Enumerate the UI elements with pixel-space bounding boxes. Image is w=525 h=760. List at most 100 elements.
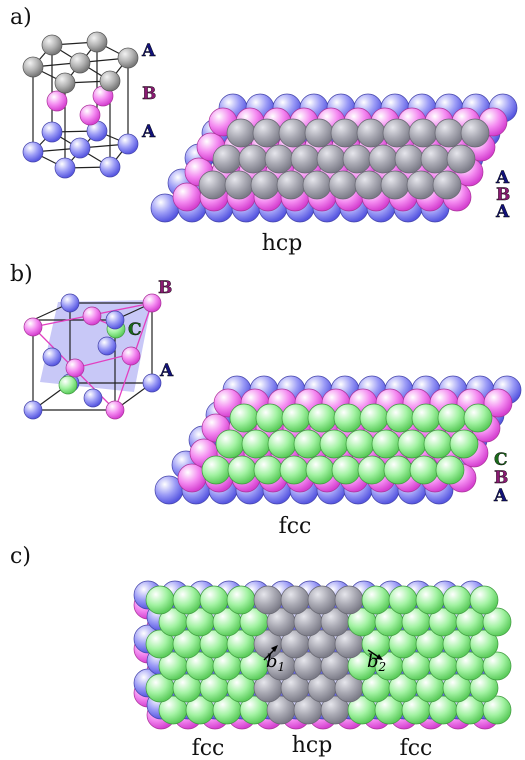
fcc-cell-atom-b: [82, 306, 102, 326]
hcp-cell-atom-a: [69, 52, 91, 74]
hcp-cell-layer-bottom: A: [141, 122, 156, 142]
slab-atom: [356, 118, 386, 148]
slab-atom: [241, 429, 271, 459]
slab-atom: [408, 118, 438, 148]
fcc-cell-atom-a: [105, 310, 125, 330]
slab-atom: [415, 585, 445, 615]
slab-atom: [469, 585, 499, 615]
slab-atom: [380, 170, 410, 200]
slab-atom: [252, 118, 282, 148]
hcp-cell-atom-b: [79, 104, 101, 126]
fcc-cell-layer-a: A: [159, 361, 174, 381]
slab-atom: [226, 585, 256, 615]
panel-b: b) B C A C B A fcc: [10, 262, 522, 539]
slab-atom: [253, 455, 283, 485]
fcc-cell-atom-a: [23, 400, 43, 420]
hcp-cell-atom-a: [117, 47, 139, 69]
slab-atom: [212, 144, 242, 174]
slab-atom: [330, 118, 360, 148]
slab-atom: [255, 403, 285, 433]
slab-atom: [215, 429, 245, 459]
hcp-cell-atom-a: [41, 121, 63, 143]
hcp-caption: hcp: [262, 231, 303, 256]
slab-atom: [388, 585, 418, 615]
burgers-vector-b1: b1: [263, 645, 285, 674]
slab-atom: [307, 403, 337, 433]
hcp-stack-label-middle: B: [496, 185, 510, 205]
b2-symbol: b2: [367, 651, 386, 674]
slab-atom: [394, 144, 424, 174]
hcp-unit-cell: A B A: [22, 31, 157, 179]
hcp-cell-atom-b: [46, 90, 68, 112]
region-label-fcc-right: fcc: [400, 736, 433, 760]
hcp-cell-atom-a: [54, 72, 76, 94]
slab-atom: [145, 585, 175, 615]
slab-atom: [290, 144, 320, 174]
fcc-cell-atom-a: [97, 336, 117, 356]
slab-atom: [435, 455, 465, 485]
slab-atom: [307, 585, 337, 615]
slab-atom: [437, 403, 467, 433]
slab-atom: [368, 144, 398, 174]
fcc-cell-atom-b: [121, 346, 141, 366]
hcp-stack-label-top: A: [495, 168, 510, 188]
slab-atom: [172, 182, 202, 212]
slab-atom: [463, 403, 493, 433]
slab-atom: [354, 170, 384, 200]
slab-atom: [198, 170, 228, 200]
slab-atom: [328, 170, 358, 200]
stacking-fault-slab: [133, 580, 512, 730]
slab-atom: [432, 170, 462, 200]
slab-atom: [172, 585, 202, 615]
slab-atom: [385, 403, 415, 433]
fcc-cell-layer-b: B: [158, 278, 172, 298]
fcc-cell-atom-b: [23, 317, 43, 337]
hcp-cell-atom-a: [54, 157, 76, 179]
slab-atom: [483, 388, 513, 418]
fcc-slab: [154, 375, 522, 505]
slab-atom: [383, 455, 413, 485]
slab-atom: [423, 429, 453, 459]
fcc-stack-label-middle: B: [494, 468, 508, 488]
slab-atom: [319, 429, 349, 459]
hcp-cell-atom-a: [22, 56, 44, 78]
slab-atom: [357, 455, 387, 485]
slab-atom: [305, 455, 335, 485]
slab-atom: [361, 585, 391, 615]
slab-atom: [397, 429, 427, 459]
slab-atom: [227, 455, 257, 485]
slab-atom: [333, 403, 363, 433]
slab-atom: [482, 695, 512, 725]
slab-atom: [199, 585, 229, 615]
slab-atom: [331, 455, 361, 485]
slab-atom: [482, 651, 512, 681]
slab-atom: [224, 170, 254, 200]
slab-atom: [434, 118, 464, 148]
slab-atom: [446, 144, 476, 174]
slab-atom: [302, 170, 332, 200]
slab-atom: [278, 118, 308, 148]
slab-atom: [334, 585, 364, 615]
hcp-cell-layer-top: A: [141, 41, 156, 61]
hcp-slab: [150, 93, 518, 223]
slab-atom: [304, 118, 334, 148]
hcp-cell-atom-a: [41, 34, 63, 56]
fcc-cell-atom-c: [58, 375, 78, 395]
slab-atom: [253, 585, 283, 615]
slab-atom: [460, 118, 490, 148]
slab-atom: [279, 455, 309, 485]
fcc-caption: fcc: [279, 514, 312, 539]
slab-atom: [264, 144, 294, 174]
hcp-cell-atom-a: [22, 141, 44, 163]
panel-b-letter: b): [10, 262, 33, 287]
slab-atom: [293, 429, 323, 459]
panel-a-letter: a): [10, 5, 32, 30]
hcp-cell-atom-a: [117, 133, 139, 155]
fcc-unit-cell: B C A: [23, 278, 174, 420]
slab-atom: [267, 429, 297, 459]
slab-atom: [250, 170, 280, 200]
slab-atom: [276, 170, 306, 200]
slab-atom: [201, 455, 231, 485]
slab-atom: [238, 144, 268, 174]
